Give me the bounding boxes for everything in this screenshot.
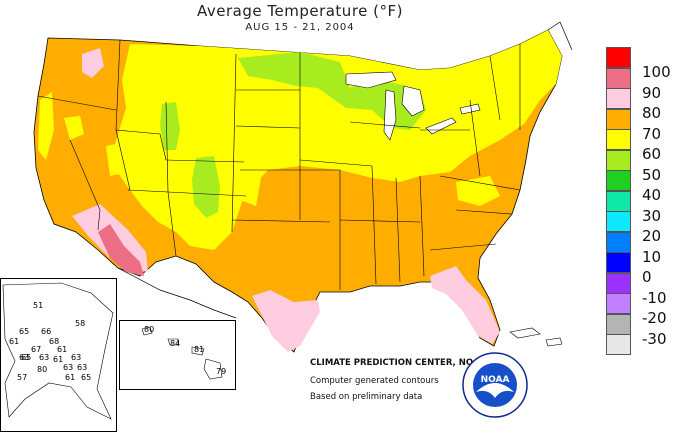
- hawaii-oahu: [167, 338, 179, 346]
- alaska-inset: 51 58 65 66 68 61 67 63 61 63 65 63 61 8…: [0, 278, 117, 432]
- temperature-map: [33, 21, 573, 353]
- ak-station: 63: [19, 353, 30, 362]
- lake-ontario: [459, 103, 481, 115]
- legend-swatch: [606, 67, 631, 89]
- footer-note-contours: Computer generated contours: [310, 376, 439, 386]
- footer-agency: CLIMATE PREDICTION CENTER, NOAA: [310, 358, 486, 368]
- zone-60-70-nv: [64, 116, 84, 140]
- ak-station: 65: [81, 373, 92, 382]
- zone-60-70-coast: [38, 92, 54, 160]
- hawaii-inset: 80 84 81 79: [119, 320, 236, 390]
- footer-note-data: Based on preliminary data: [310, 392, 423, 402]
- page-subtitle: AUG 15 - 21, 2004: [245, 22, 355, 33]
- hi-station: 80: [144, 325, 155, 334]
- page-title: Average Temperature (°F): [197, 2, 403, 20]
- ak-station: 57: [17, 373, 28, 382]
- legend-label: 90: [642, 83, 662, 102]
- hawaii-maui: [191, 346, 205, 356]
- hawaii-kauai: [141, 326, 153, 336]
- state-boundaries: [37, 39, 521, 290]
- ak-station: 65: [21, 353, 32, 362]
- legend-swatch: [606, 108, 631, 130]
- zone-80-90-fl: [430, 266, 500, 344]
- lake-superior: [345, 71, 397, 89]
- legend-label: -30: [642, 329, 667, 348]
- zone-60-70-nm: [240, 172, 262, 206]
- noaa-logo-text: NOAA: [481, 375, 510, 385]
- legend-swatch: [606, 211, 631, 232]
- legend-label: -20: [642, 309, 667, 327]
- ak-station: 58: [75, 319, 86, 328]
- ak-station: 51: [33, 301, 44, 310]
- mexico-border: [117, 267, 237, 319]
- legend-swatch: [606, 190, 631, 212]
- legend-swatch: [606, 231, 631, 253]
- legend-label: 40: [642, 186, 662, 204]
- caribbean-island: [509, 327, 541, 339]
- legend-label: 50: [642, 165, 662, 184]
- zone-60-70-east: [456, 176, 500, 206]
- legend-swatch: [606, 334, 631, 355]
- ak-station: 68: [49, 337, 60, 346]
- hi-station: 79: [216, 367, 227, 376]
- hawaii-big-island: [203, 358, 223, 380]
- ak-station: 61: [9, 337, 20, 346]
- lake-huron: [401, 85, 425, 117]
- legend-swatch: [606, 129, 631, 150]
- canada-coast: [547, 21, 573, 51]
- ak-station: 61: [53, 355, 64, 364]
- zone-50-60-co: [192, 156, 220, 218]
- legend-swatch: [606, 313, 631, 335]
- zone-60-70-id: [106, 142, 128, 176]
- legend-swatch: [606, 170, 631, 191]
- legend-label: 80: [642, 104, 662, 122]
- legend-label: -10: [642, 288, 667, 307]
- legend-swatch: [606, 149, 631, 171]
- caribbean-island-2: [545, 337, 563, 347]
- legend-label: 100: [642, 63, 671, 81]
- zone-50-60-north: [238, 52, 426, 130]
- legend-label: 30: [642, 206, 662, 225]
- hi-station: 81: [194, 345, 205, 354]
- noaa-logo: NOAA: [462, 352, 528, 418]
- legend-label: 70: [642, 124, 662, 143]
- legend-swatch: [606, 272, 631, 294]
- ak-station: 63: [63, 363, 74, 372]
- ak-station: 63: [39, 353, 50, 362]
- legend-label: 10: [642, 247, 662, 266]
- zone-80-90-tx: [252, 290, 320, 352]
- zone-50-60-mt: [160, 102, 180, 150]
- legend-label: 0: [642, 268, 652, 286]
- legend-label: 60: [642, 145, 662, 163]
- alaska-outline: [2, 282, 114, 420]
- hi-station: 84: [170, 339, 181, 348]
- zone-90-100: [98, 224, 144, 276]
- legend-label: 20: [642, 227, 662, 245]
- legend-swatch: [606, 252, 631, 273]
- zone-80-90-nw: [82, 48, 104, 78]
- ak-station: 61: [65, 373, 76, 382]
- ak-station: 63: [77, 363, 88, 372]
- ak-station: 63: [71, 353, 82, 362]
- legend-swatch: [606, 293, 631, 314]
- ak-station: 66: [41, 327, 52, 336]
- ak-station: 61: [57, 345, 68, 354]
- ak-station: 80: [37, 365, 48, 374]
- ak-station: 67: [31, 345, 42, 354]
- legend-swatch: [606, 88, 631, 109]
- legend-swatch: [606, 47, 631, 68]
- ak-station: 65: [19, 327, 30, 336]
